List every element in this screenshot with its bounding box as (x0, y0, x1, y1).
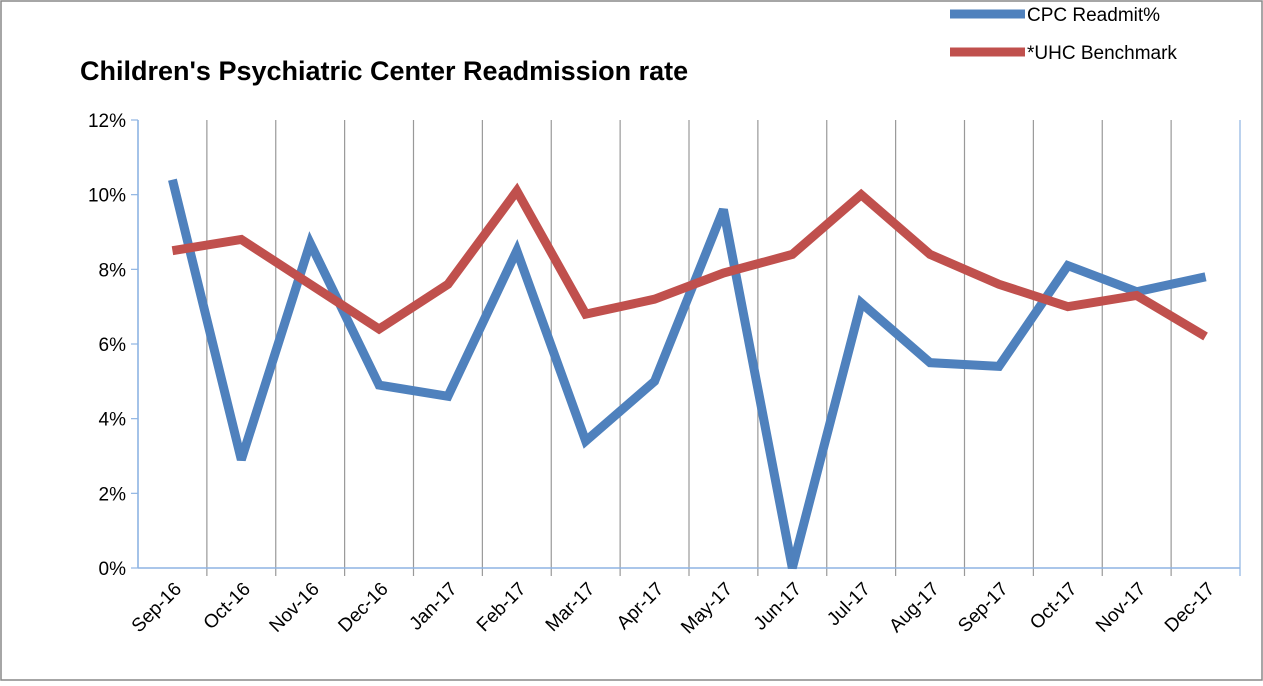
y-tick-label: 8% (99, 260, 127, 281)
y-tick-label: 10% (88, 186, 126, 207)
y-tick-label: 0% (99, 559, 127, 580)
series-line (168, 178, 1207, 570)
y-tick-label: 12% (88, 111, 126, 132)
y-tick-label: 6% (99, 335, 127, 356)
legend-label: *UHC Benchmark (1027, 43, 1177, 64)
y-tick-label: 4% (99, 410, 127, 431)
y-tick-label: 2% (99, 484, 127, 505)
series-line (171, 182, 1208, 341)
chart-title: Children's Psychiatric Center Readmissio… (80, 56, 688, 86)
legend-label: CPC Readmit% (1027, 5, 1160, 26)
